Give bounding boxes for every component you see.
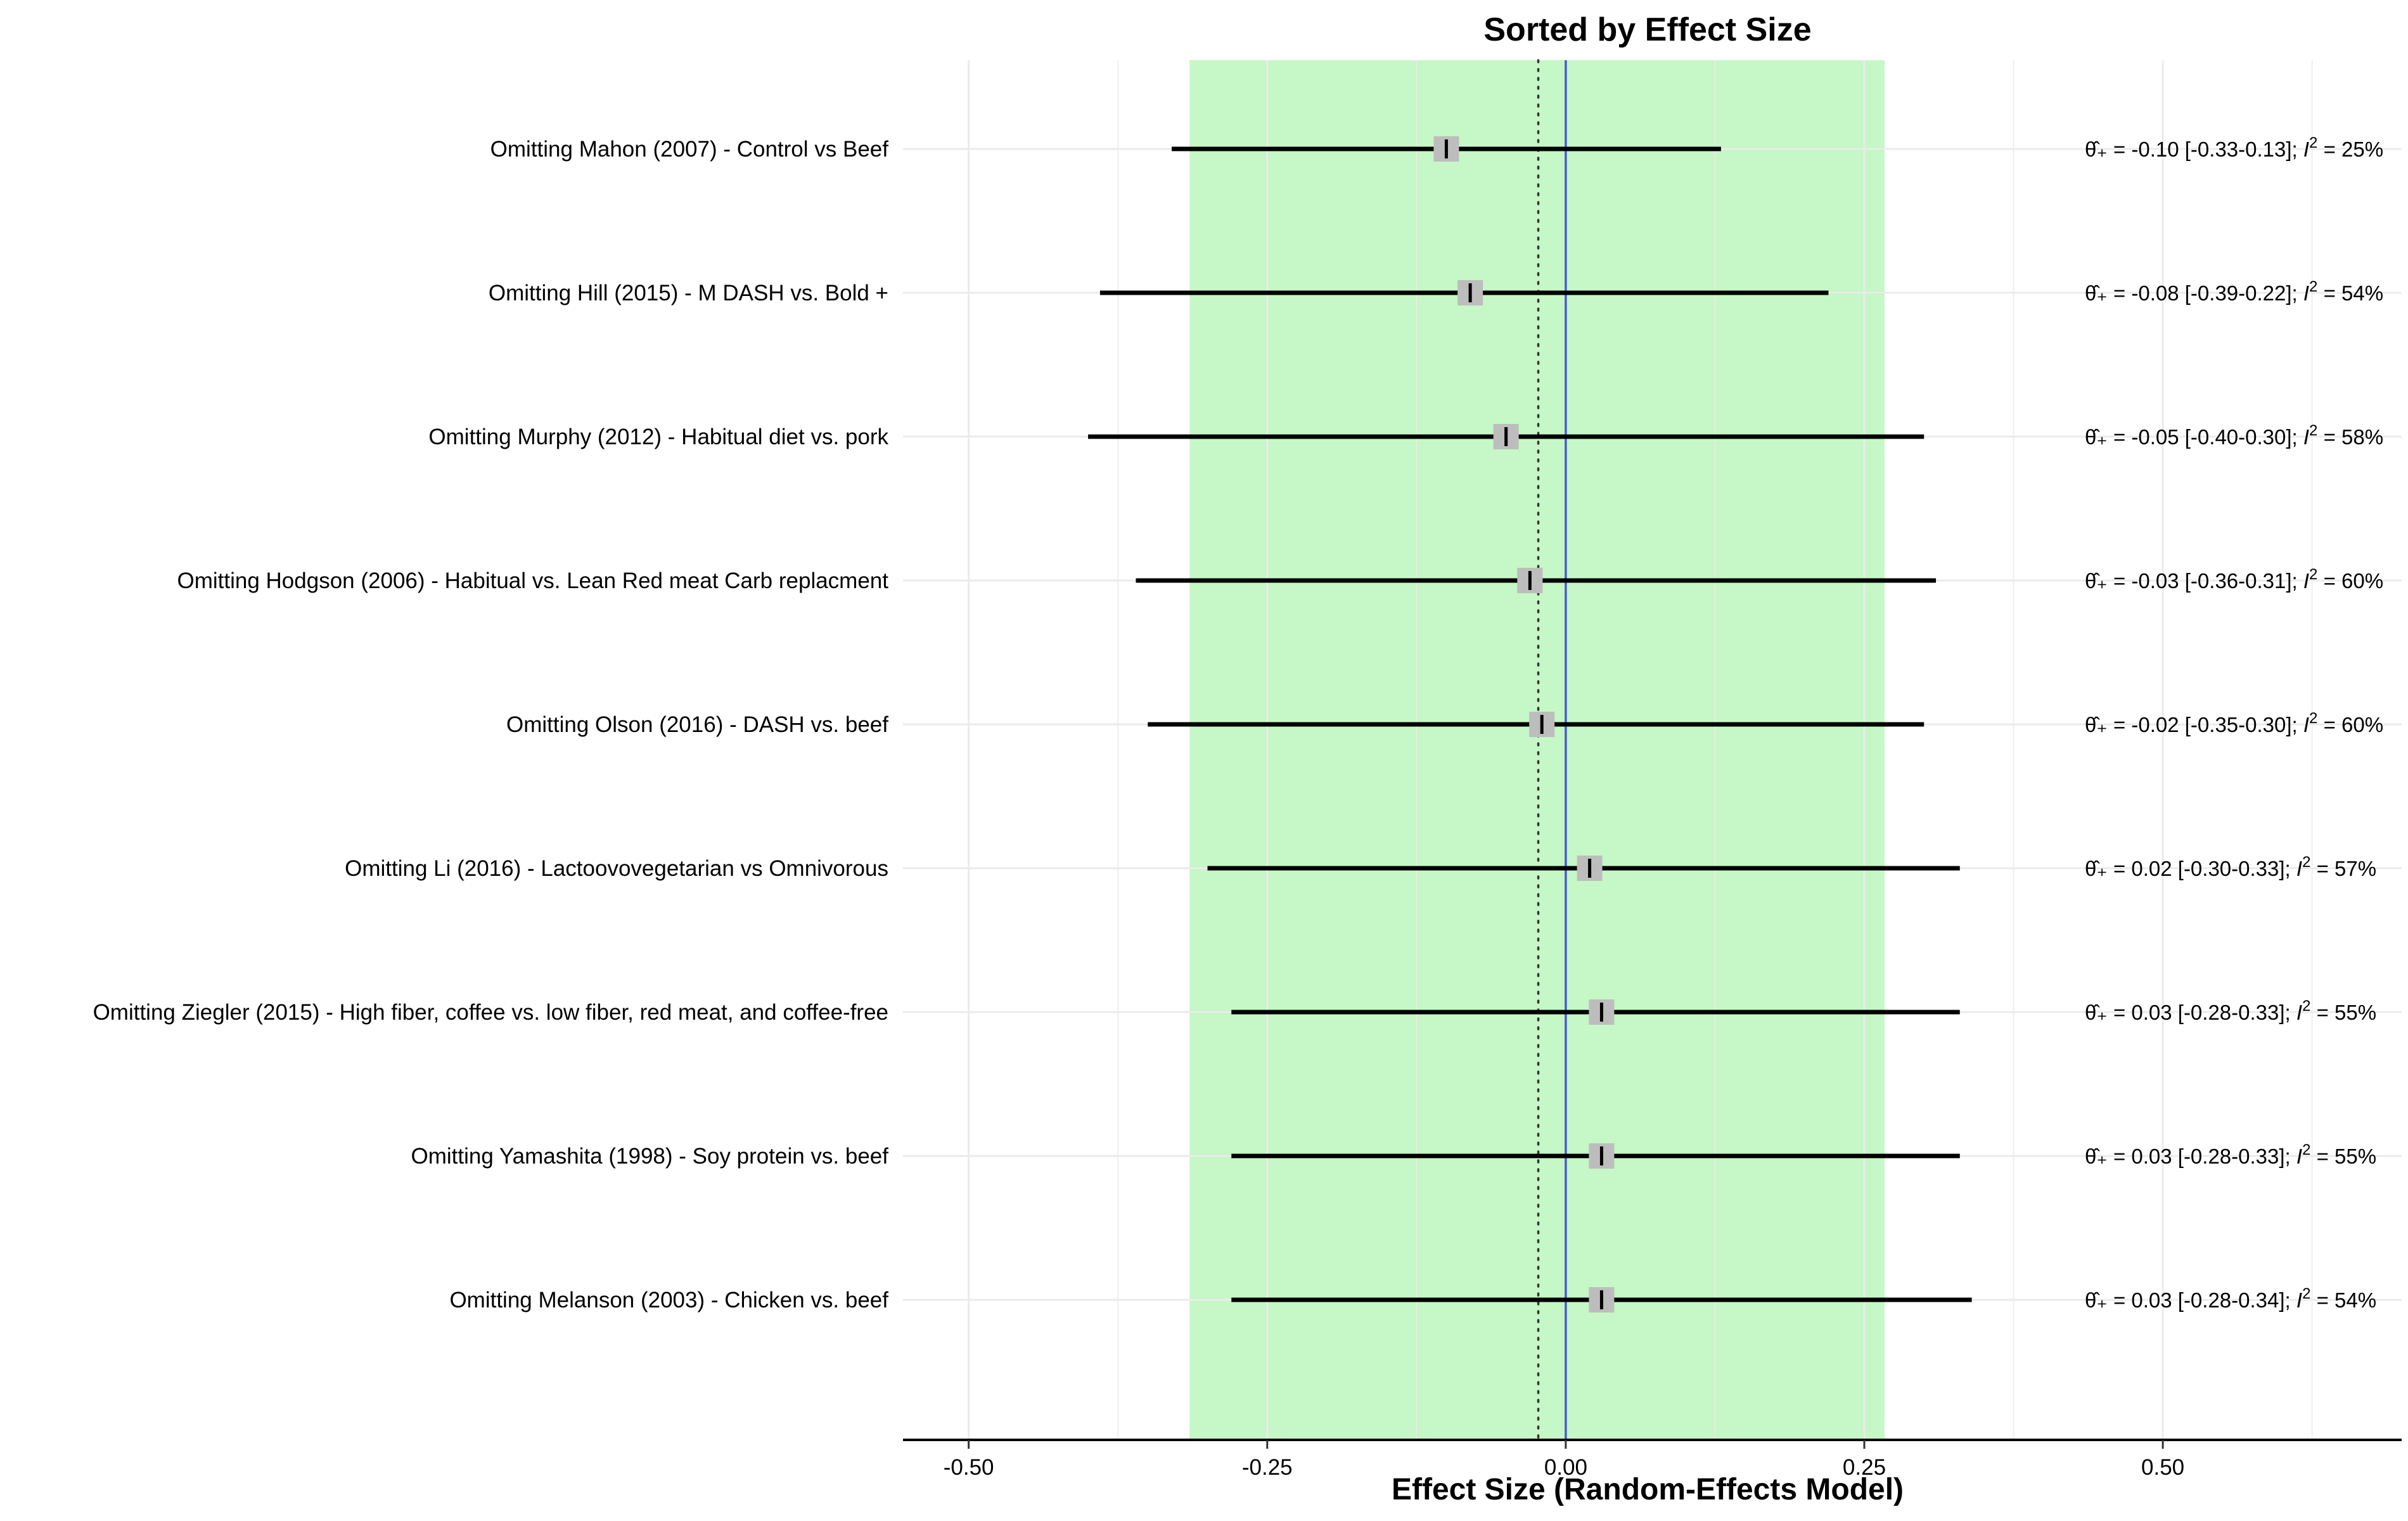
stat-text: θ̂₊ = 0.02 [-0.30-0.33]; [2085,857,2296,880]
stat-label: θ̂₊ = 0.03 [-0.28-0.33]; I2 = 55% [2085,1141,2376,1168]
i2-symbol: I [2296,1145,2302,1168]
study-row: Omitting Hill (2015) - M DASH vs. Bold +… [489,278,2383,305]
i2-symbol: I [2296,1001,2302,1024]
i2-value: = 60% [2317,713,2383,736]
x-tick-label: 0.50 [2141,1455,2184,1480]
i2-value: = 54% [2317,281,2383,305]
stat-label: θ̂₊ = -0.08 [-0.39-0.22]; I2 = 54% [2085,278,2383,305]
study-label: Omitting Hill (2015) - M DASH vs. Bold + [489,281,888,305]
i2-superscript: 2 [2309,710,2317,727]
stat-label: θ̂₊ = 0.03 [-0.28-0.33]; I2 = 55% [2085,998,2376,1024]
study-row: Omitting Ziegler (2015) - High fiber, co… [93,998,2376,1025]
study-rows: Omitting Mahon (2007) - Control vs Beef θ… [93,134,2383,1312]
x-tick-label: -0.50 [944,1455,994,1480]
confidence-band [1189,60,1885,1440]
i2-symbol: I [2303,138,2309,161]
x-tick-label: 0.00 [1544,1455,1587,1480]
shaded-interval [1189,60,1885,1440]
study-row: Omitting Olson (2016) - DASH vs. beef θ̂₊… [506,710,2383,737]
study-label: Omitting Li (2016) - Lactoovovegetarian … [345,856,888,881]
study-label: Omitting Hodgson (2006) - Habitual vs. L… [177,568,889,593]
stat-label: θ̂₊ = 0.02 [-0.30-0.33]; I2 = 57% [2085,854,2376,880]
stat-text: θ̂₊ = -0.08 [-0.39-0.22]; [2085,281,2303,305]
i2-symbol: I [2296,1288,2302,1312]
study-row: Omitting Yamashita (1998) - Soy protein … [411,1141,2376,1169]
study-row: Omitting Melanson (2003) - Chicken vs. b… [449,1285,2376,1312]
x-axis-title: Effect Size (Random-Effects Model) [1392,1473,1904,1506]
study-row: Omitting Hodgson (2006) - Habitual vs. L… [177,566,2383,593]
i2-superscript: 2 [2309,134,2317,151]
i2-superscript: 2 [2309,566,2317,583]
study-label: Omitting Olson (2016) - DASH vs. beef [506,712,888,737]
study-label: Omitting Yamashita (1998) - Soy protein … [411,1144,888,1169]
i2-value: = 55% [2310,1001,2376,1024]
stat-text: θ̂₊ = 0.03 [-0.28-0.34]; [2085,1288,2296,1312]
i2-symbol: I [2303,425,2309,449]
i2-superscript: 2 [2302,998,2310,1015]
stat-text: θ̂₊ = -0.10 [-0.33-0.13]; [2085,138,2303,161]
study-label: Omitting Ziegler (2015) - High fiber, co… [93,1000,888,1025]
x-tick-label: -0.25 [1242,1455,1293,1480]
x-axis: -0.50 -0.25 0.00 0.25 0.50 [903,1439,2402,1480]
study-label: Omitting Mahon (2007) - Control vs Beef [490,137,889,162]
i2-value: = 54% [2310,1288,2376,1312]
i2-symbol: I [2303,713,2309,736]
stat-text: θ̂₊ = 0.03 [-0.28-0.33]; [2085,1145,2296,1168]
i2-value: = 60% [2317,569,2383,593]
stat-text: θ̂₊ = -0.03 [-0.36-0.31]; [2085,569,2303,593]
i2-superscript: 2 [2302,854,2310,871]
stat-label: θ̂₊ = 0.03 [-0.28-0.34]; I2 = 54% [2085,1285,2376,1312]
reference-lines [1537,59,1567,1441]
i2-superscript: 2 [2302,1141,2310,1158]
i2-value: = 57% [2310,857,2376,880]
i2-value: = 55% [2310,1145,2376,1168]
i2-superscript: 2 [2309,278,2317,295]
i2-symbol: I [2303,569,2309,593]
study-row: Omitting Murphy (2012) - Habitual diet v… [428,422,2383,449]
i2-value: = 25% [2317,138,2383,161]
chart-title: Sorted by Effect Size [1483,11,1811,48]
study-label: Omitting Melanson (2003) - Chicken vs. b… [449,1288,888,1312]
stat-text: θ̂₊ = -0.05 [-0.40-0.30]; [2085,425,2303,449]
stat-text: θ̂₊ = 0.03 [-0.28-0.33]; [2085,1001,2296,1024]
i2-symbol: I [2303,281,2309,305]
i2-symbol: I [2296,857,2302,880]
stat-label: θ̂₊ = -0.05 [-0.40-0.30]; I2 = 58% [2085,422,2383,449]
study-row: Omitting Li (2016) - Lactoovovegetarian … [345,854,2376,881]
stat-label: θ̂₊ = -0.02 [-0.35-0.30]; I2 = 60% [2085,710,2383,736]
stat-label: θ̂₊ = -0.03 [-0.36-0.31]; I2 = 60% [2085,566,2383,593]
i2-superscript: 2 [2309,422,2317,439]
study-label: Omitting Murphy (2012) - Habitual diet v… [428,425,888,449]
stat-label: θ̂₊ = -0.10 [-0.33-0.13]; I2 = 25% [2085,134,2383,161]
x-tick-label: 0.25 [1843,1455,1886,1480]
study-row: Omitting Mahon (2007) - Control vs Beef θ… [490,134,2383,162]
i2-value: = 58% [2317,425,2383,449]
stat-text: θ̂₊ = -0.02 [-0.35-0.30]; [2085,713,2303,736]
i2-superscript: 2 [2302,1285,2310,1302]
